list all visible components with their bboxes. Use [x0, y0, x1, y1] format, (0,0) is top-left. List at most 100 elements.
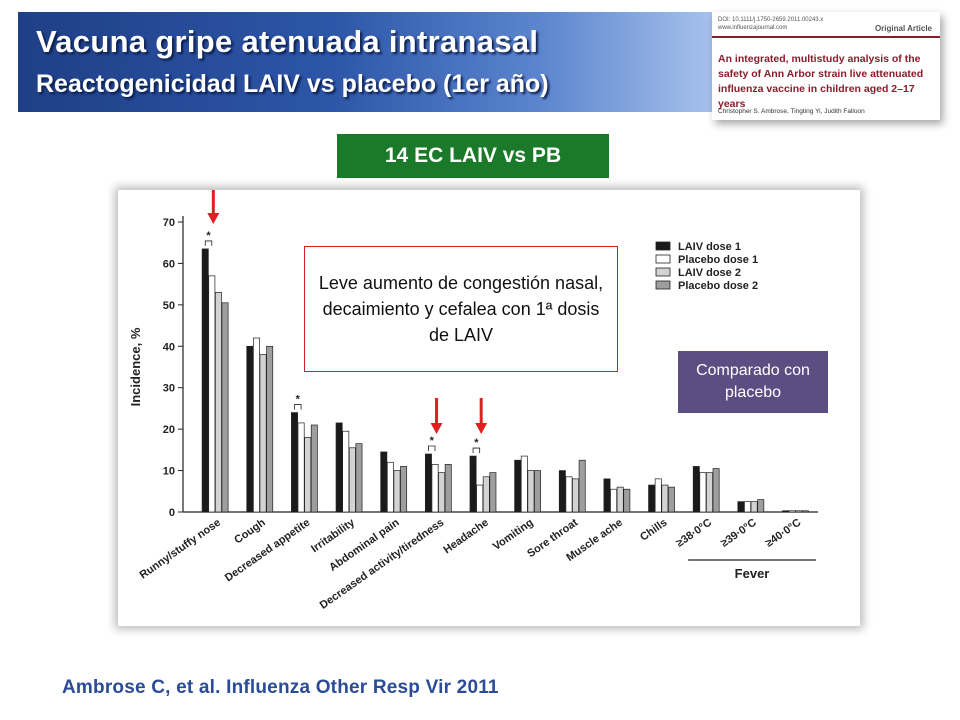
paper-journal-url: www.influenzajournal.com — [718, 25, 788, 31]
bar-2 — [253, 337, 260, 513]
bar-1 — [335, 422, 343, 513]
legend-swatch — [655, 241, 671, 251]
bar-3 — [750, 501, 758, 513]
title-banner — [18, 12, 718, 112]
significance-bracket — [204, 240, 213, 246]
bar-1 — [291, 412, 298, 513]
bar-4 — [667, 486, 675, 513]
bar-3 — [348, 447, 356, 513]
bar-3 — [214, 292, 222, 513]
significance-marker: * — [430, 435, 435, 447]
bar-2 — [654, 478, 662, 513]
legend-swatch — [655, 267, 671, 277]
bar-1 — [380, 451, 388, 513]
significance-marker: * — [296, 394, 301, 406]
paper-title: An integrated, multistudy analysis of th… — [718, 53, 924, 110]
bar-2 — [386, 461, 394, 513]
significance-marker: * — [474, 437, 479, 449]
bar-4 — [221, 302, 229, 513]
bar-1 — [648, 484, 656, 513]
legend-label: LAIV dose 1 — [678, 241, 741, 253]
bar-1 — [603, 478, 611, 513]
bar-3 — [616, 486, 624, 513]
paper-divider — [712, 36, 940, 38]
bar-3 — [795, 510, 803, 513]
bar-1 — [246, 345, 254, 513]
y-tick-label: 50 — [163, 300, 175, 312]
bar-3 — [259, 354, 267, 513]
source-citation: Ambrose C, et al. Influenza Other Resp V… — [62, 677, 499, 698]
bar-2 — [699, 472, 707, 513]
significance-bracket — [294, 404, 302, 410]
legend-swatch — [655, 280, 671, 290]
legend-label: LAIV dose 2 — [678, 267, 741, 279]
bar-3 — [482, 476, 490, 513]
bar-4 — [266, 345, 274, 513]
bar-4 — [444, 464, 452, 513]
y-tick-label: 60 — [163, 258, 175, 270]
highlight-arrow-head — [207, 213, 220, 224]
paper-article-type: Original Article — [874, 24, 932, 33]
bar-1 — [558, 470, 566, 513]
comparison-label: Comparado con placebo — [678, 351, 828, 413]
paper-authors: Christopher S. Ambrose, Tingting Yi, Jud… — [718, 108, 865, 115]
reactogenicity-bar-chart: 0 10 20 30 40 50 60 70 Incidence, % Runny/stuffy … — [128, 190, 818, 612]
y-tick-label: 10 — [163, 466, 175, 478]
bar-3 — [393, 470, 401, 513]
bar-4 — [534, 470, 541, 513]
bar-2 — [297, 422, 305, 513]
y-tick-label: 0 — [169, 507, 175, 519]
significance-bracket — [428, 445, 436, 451]
legend-label: Placebo dose 2 — [678, 280, 758, 292]
x-tick-label: ≥39·0°C — [719, 517, 759, 550]
bar-2 — [431, 464, 439, 513]
paper-doi: DOI: 10.1111/j.1750-2659.2011.00243.x — [718, 17, 824, 23]
bar-4 — [355, 443, 363, 513]
fever-group-label: Fever — [735, 566, 770, 581]
bar-4 — [310, 424, 318, 513]
x-tick-label: Runny/stuffy nose — [138, 517, 223, 582]
bar-3 — [661, 484, 669, 513]
bar-2 — [565, 476, 573, 513]
bar-4 — [489, 472, 497, 513]
bar-4 — [712, 468, 720, 513]
significance-marker: * — [206, 230, 211, 242]
bar-4 — [623, 488, 631, 513]
bar-1 — [469, 455, 477, 513]
bar-1 — [782, 510, 790, 513]
bar-2 — [610, 488, 618, 513]
x-tick-label: Cough — [232, 516, 268, 546]
slide-title: Vacuna gripe atenuada intranasal — [36, 24, 539, 59]
x-tick-label: Headache — [441, 517, 490, 557]
slide-subtitle: Reactogenicidad LAIV vs placebo (1er año… — [36, 70, 549, 98]
bar-2 — [788, 510, 796, 513]
finding-callout: Leve aumento de congestión nasal, decaim… — [304, 246, 618, 372]
highlight-arrow-head — [475, 423, 488, 434]
y-tick-label: 70 — [163, 217, 175, 229]
comparison-label-text: Comparado con placebo — [696, 362, 810, 401]
x-tick-label: ≥38·0°C — [674, 517, 714, 550]
significance-bracket — [472, 447, 481, 454]
paper-thumbnail: DOI: 10.1111/j.1750-2659.2011.00243.x ww… — [712, 12, 940, 120]
y-axis-label: Incidence, % — [128, 327, 143, 406]
bar-4 — [400, 466, 408, 513]
bar-1 — [737, 501, 745, 513]
y-tick-label: 20 — [163, 424, 175, 436]
bar-2 — [342, 430, 350, 513]
y-tick-label: 40 — [163, 341, 175, 353]
legend-swatch — [655, 254, 671, 264]
bar-3 — [706, 472, 713, 513]
bar-1 — [201, 248, 209, 513]
paper-meta: DOI: 10.1111/j.1750-2659.2011.00243.x ww… — [718, 16, 823, 32]
highlight-arrow-head — [430, 423, 443, 434]
bar-4 — [757, 499, 765, 513]
finding-callout-text: Leve aumento de congestión nasal, decaim… — [318, 273, 604, 345]
bar-3 — [527, 470, 535, 513]
bar-3 — [572, 478, 580, 513]
x-tick-label: Chills — [638, 517, 669, 544]
legend-label: Placebo dose 1 — [678, 254, 758, 266]
bar-3 — [304, 437, 312, 513]
bar-1 — [424, 453, 432, 513]
trials-badge: 14 EC LAIV vs PB — [337, 134, 609, 178]
x-tick-label: ≥40·0°C — [763, 517, 803, 550]
